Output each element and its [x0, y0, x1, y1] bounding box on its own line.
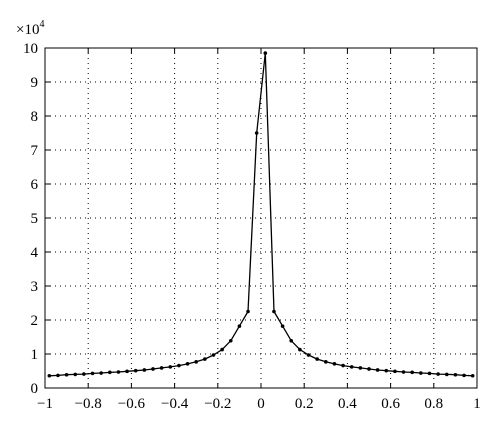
- data-point: [246, 309, 250, 314]
- x-tick-label: 0.2: [295, 396, 314, 412]
- data-point: [185, 362, 190, 366]
- y-tick-label: 7: [31, 143, 39, 159]
- y-scale-factor-exponent: 4: [39, 19, 44, 30]
- y-scale-factor-label: ×104: [16, 19, 44, 38]
- data-point: [177, 363, 181, 368]
- data-point: [306, 353, 311, 357]
- data-point: [254, 131, 259, 135]
- data-point: [168, 365, 173, 369]
- data-point: [228, 338, 233, 343]
- data-point: [125, 369, 129, 374]
- data-point: [272, 309, 276, 314]
- data-point: [82, 372, 86, 376]
- data-point: [462, 373, 466, 378]
- y-tick-label: 5: [31, 211, 39, 227]
- data-point: [349, 365, 354, 369]
- data-point: [194, 360, 198, 364]
- data-point: [47, 373, 52, 378]
- data-point: [401, 370, 406, 374]
- y-tick-label: 4: [31, 245, 39, 261]
- y-tick-label: 1: [31, 347, 39, 363]
- x-axis-tick-labels: −1 −0.8 −0.6 −0.4 −0.2 0 0.2 0.4 0.6 0.8 1: [37, 396, 481, 412]
- data-point: [73, 372, 78, 377]
- data-point: [116, 370, 121, 374]
- x-tick-label: −0.4: [161, 396, 189, 412]
- data-point: [142, 368, 147, 372]
- data-point: [324, 360, 328, 364]
- data-point: [419, 371, 423, 375]
- data-point: [298, 347, 302, 352]
- data-point: [427, 371, 432, 376]
- data-point: [289, 338, 294, 343]
- x-tick-label: −0.2: [204, 396, 231, 412]
- data-point: [470, 373, 475, 378]
- data-point: [367, 367, 371, 371]
- data-point: [108, 370, 112, 375]
- y-tick-label: 9: [31, 75, 39, 91]
- data-point: [280, 324, 285, 328]
- x-tick-label: 0: [257, 396, 265, 412]
- series-group: [47, 51, 475, 378]
- x-tick-label: −0.6: [118, 396, 146, 412]
- x-tick-label: 0.6: [381, 396, 400, 412]
- data-point: [133, 368, 138, 373]
- data-point: [237, 324, 242, 328]
- data-point: [384, 368, 389, 373]
- data-point: [64, 372, 69, 377]
- y-tick-label: 3: [31, 279, 39, 295]
- grid-lines: [45, 48, 477, 388]
- axis-ticks: [44, 47, 478, 389]
- x-tick-label: 0.4: [338, 396, 357, 412]
- y-tick-label: 8: [31, 109, 39, 125]
- data-point: [393, 369, 397, 374]
- data-point: [90, 371, 95, 376]
- data-point: [203, 357, 207, 361]
- x-tick-label: −1: [37, 396, 53, 412]
- y-tick-label: 6: [31, 177, 39, 193]
- data-point: [410, 370, 415, 375]
- data-point: [315, 357, 319, 361]
- data-point: [263, 51, 268, 55]
- data-point: [375, 368, 380, 372]
- data-point: [211, 353, 216, 357]
- data-point: [159, 366, 164, 370]
- x-tick-label: 0.8: [424, 396, 443, 412]
- y-scale-factor-base: ×10: [16, 22, 39, 38]
- data-point: [220, 347, 224, 352]
- data-point: [453, 372, 458, 377]
- y-tick-label: 0: [31, 381, 39, 397]
- x-tick-label: 1: [473, 396, 481, 412]
- data-point: [341, 363, 345, 368]
- data-point: [444, 372, 449, 377]
- data-point: [332, 362, 337, 366]
- x-tick-label: −0.8: [75, 396, 102, 412]
- data-point: [436, 372, 440, 376]
- data-point: [99, 371, 103, 375]
- y-tick-label: 2: [31, 313, 39, 329]
- data-point: [151, 367, 155, 371]
- series-line: [49, 52, 473, 377]
- data-point: [56, 373, 60, 378]
- y-tick-label: 10: [23, 41, 38, 57]
- data-point: [358, 366, 363, 370]
- y-axis-tick-labels: 0 1 2 3 4 5 6 7 8 9 10: [23, 41, 39, 397]
